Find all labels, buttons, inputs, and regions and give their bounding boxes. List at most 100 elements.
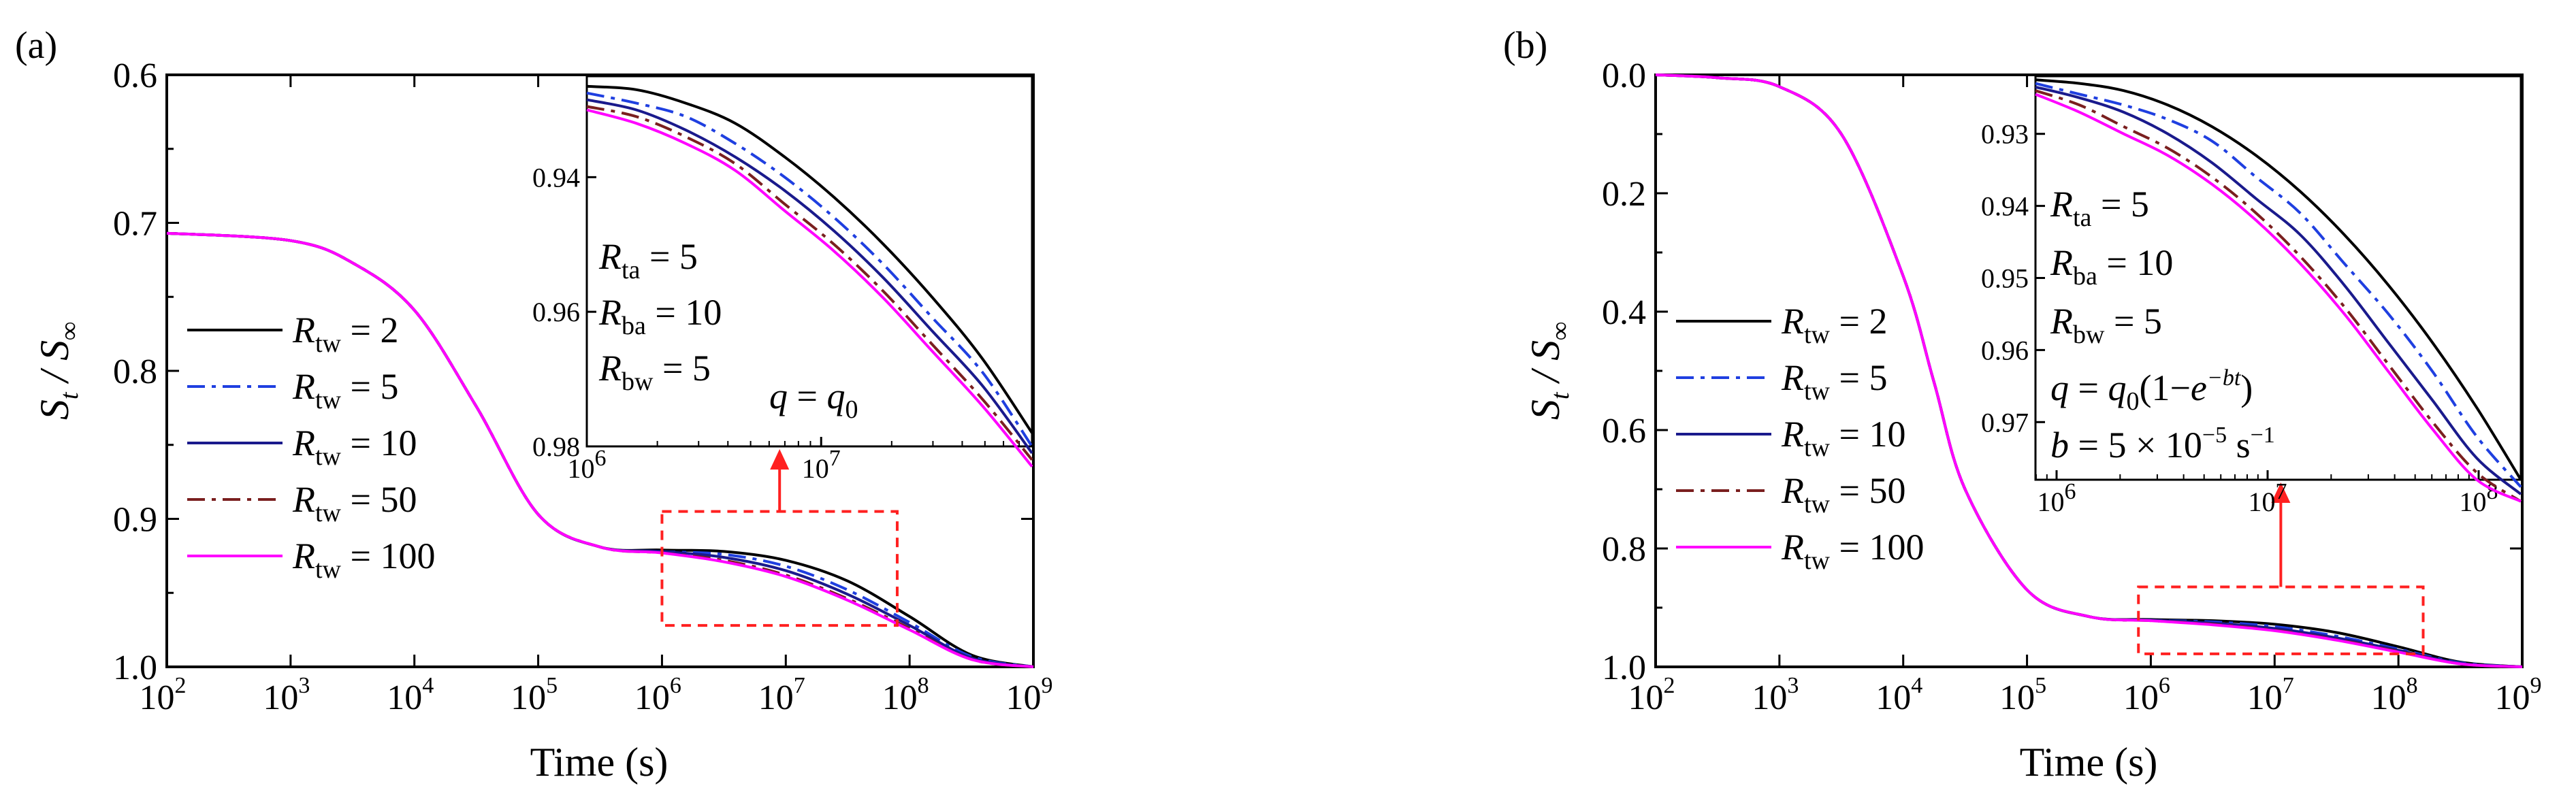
panel-b-x-tick-label: 105 — [1999, 673, 2046, 717]
panel-b-legend-label-5: Rtw = 100 — [1781, 527, 1924, 575]
panel-a-inset-series-line-5 — [586, 108, 1033, 467]
panel-a-legend-symbol: R — [292, 536, 315, 576]
panel-a-inset-x-tick-label: 107 — [802, 446, 841, 484]
panel-b-formula2-mid: = 5 × 10 — [2069, 425, 2202, 465]
panel-b-x-tick-exponent: 8 — [2406, 673, 2418, 698]
panel-b-y-tick-label: 0.8 — [1602, 530, 1646, 569]
panel-a-legend-symbol: R — [292, 423, 315, 463]
panel-a-zoom-arrow-head — [770, 449, 790, 470]
panel-b-annotation-subscript: ta — [2073, 203, 2092, 232]
panel-a-y-tick-label: 1.0 — [113, 648, 157, 687]
svg-text:St / S∞: St / S∞ — [32, 322, 84, 420]
panel-b-inset-formula-2: b = 5 × 10−5 s−1 — [2050, 423, 2275, 465]
panel-a-annotation-subscript: ta — [622, 256, 641, 284]
panel-a-x-tick-label: 108 — [882, 673, 929, 717]
panel-a-legend-subscript: tw — [315, 329, 342, 358]
panel-a-legend-symbol: R — [292, 479, 315, 520]
panel-a-annotation-value: = 5 — [640, 236, 697, 277]
panel-b-inset-x-tick-exponent: 7 — [2276, 479, 2287, 504]
panel-b-formula2-unit-exp: −1 — [2251, 423, 2275, 448]
panel-b-x-tick-label: 106 — [2123, 673, 2170, 717]
panel-b-y-tick-label: 0.2 — [1602, 175, 1646, 214]
panel-b-series — [1655, 73, 2523, 668]
panel-a-inset-formula: q = q0 — [769, 376, 858, 424]
panel-a-annotation-value: = 10 — [646, 292, 722, 333]
panel-a-legend-value: = 10 — [341, 423, 417, 463]
panel-a-legend-label-1: Rtw = 2 — [292, 310, 398, 358]
panel-b-legend-symbol: R — [1781, 357, 1804, 398]
panel-b-formula-paren: (1− — [2139, 367, 2190, 408]
panel-b-x-tick-exponent: 6 — [2159, 673, 2170, 698]
panel-a-x-tick-exponent: 6 — [670, 673, 681, 698]
panel-b-inset-y-tick-label: 0.96 — [1981, 335, 2029, 365]
panel-b-x-tick-label: 109 — [2495, 673, 2542, 717]
panel-a-legend-value: = 5 — [341, 366, 398, 407]
panel-b-annotation-value: = 5 — [2091, 184, 2148, 225]
panel-a-legend-subscript: tw — [315, 386, 342, 414]
panel-b-formula-q: q — [2050, 367, 2069, 408]
panel-b-formula2-exp: −5 — [2202, 423, 2227, 448]
panel-b-legend-subscript: tw — [1804, 490, 1831, 519]
panel-b-inset-y-tick-label: 0.95 — [1981, 263, 2029, 294]
panel-b-y-tick-label: 1.0 — [1602, 648, 1646, 687]
panel-a-formula-eq: = — [788, 376, 826, 416]
panel-b-inset-series-line-2 — [2035, 82, 2522, 488]
panel-a-legend-value: = 50 — [341, 479, 417, 520]
panel-b-formula-close: ) — [2240, 367, 2253, 408]
panel-a-chart: (a) 102 103 104 105 106 107 108 1090.60.70.80.9… — [15, 24, 1053, 785]
panel-b-legend-label-1: Rtw = 2 — [1781, 301, 1887, 349]
panel-b-legend-subscript: tw — [1804, 433, 1831, 462]
panel-b-series-line-5 — [1655, 73, 2523, 668]
panel-a-annotation-subscript: bw — [622, 367, 654, 396]
panel-b-formula-e: e — [2191, 367, 2207, 408]
panel-a-annotation-symbol: R — [598, 348, 622, 389]
panel-b-x-tick-exponent: 3 — [1787, 673, 1799, 698]
panel-b-inset-series — [2035, 78, 2522, 503]
panel-a-legend-symbol: R — [292, 366, 315, 407]
panel-a-legend-symbol: R — [292, 310, 315, 350]
panel-b-annotation-symbol: R — [2050, 184, 2073, 225]
panel-a-annotation-value: = 5 — [653, 348, 710, 389]
panel-a-inset-series-line-1 — [586, 84, 1033, 434]
panel-a-x-tick-exponent: 2 — [175, 673, 187, 698]
panel-a-formula-q0: q — [826, 376, 845, 416]
panel-b-legend-value: = 5 — [1830, 357, 1887, 398]
panel-b-inset-x-tick-exponent: 6 — [2065, 479, 2076, 504]
panel-b-legend-subscript: tw — [1804, 546, 1831, 575]
panel-b-chart: (b) 102 103 104 105 106 107 108 1090.00.20.40.6… — [1503, 24, 2542, 785]
panel-b-inset-annotation-1: Rta = 5 — [2050, 184, 2149, 232]
panel-a-x-tick-exponent: 4 — [422, 673, 434, 698]
panel-b-formula-q0: q — [2108, 367, 2126, 408]
panel-b-inset-x-tick-label: 106 — [2038, 479, 2076, 517]
panel-b-legend-subscript: tw — [1804, 321, 1831, 349]
panel-b-inset-series-line-3 — [2035, 85, 2522, 495]
panel-a-y-axis-title: St / S∞ — [32, 322, 84, 420]
panel-a-y-tick-label: 0.7 — [113, 205, 157, 244]
panel-b-formula-exp: −bt — [2207, 365, 2242, 391]
panel-b-formula-sub: 0 — [2126, 387, 2139, 416]
panel-a-legend-subscript: tw — [315, 499, 342, 527]
panel-a-legend-label-4: Rtw = 50 — [292, 479, 417, 527]
panel-a-x-tick-label: 105 — [511, 673, 558, 717]
panel-a-x-tick-label: 106 — [634, 673, 681, 717]
panel-a-inset-x-tick-exponent: 7 — [829, 446, 841, 471]
panel-a-y-tick-label: 0.6 — [113, 56, 157, 95]
panel-b-x-tick-label: 107 — [2247, 673, 2294, 717]
panel-a-zoom-box — [660, 449, 899, 627]
panel-b-legend-symbol: R — [1781, 301, 1804, 342]
panel-b-x-tick-exponent: 4 — [1911, 673, 1922, 698]
panel-b-tag: (b) — [1503, 24, 1547, 67]
panel-b-annotation-subscript: bw — [2073, 321, 2105, 349]
panel-b-y-tick-label: 0.4 — [1602, 293, 1646, 332]
panel-a-legend-subscript: tw — [315, 555, 342, 584]
panel-b-zoom-rect — [2137, 585, 2425, 655]
panel-b-annotation-value: = 10 — [2097, 242, 2173, 283]
panel-b-x-tick-exponent: 5 — [2035, 673, 2046, 698]
panel-a-x-tick-exponent: 9 — [1042, 673, 1053, 698]
panel-a-formula-sub: 0 — [845, 395, 858, 424]
